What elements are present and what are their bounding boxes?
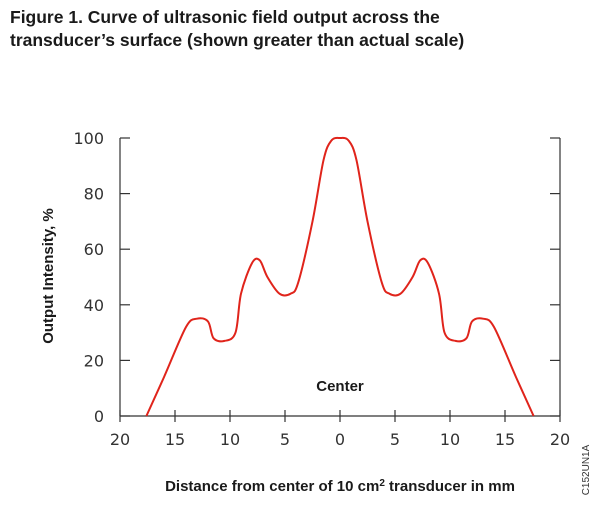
figure-title-line-2: transducer’s surface (shown greater than… [10, 30, 465, 50]
x-axis-title: Distance from center of 10 cm2 transduce… [165, 478, 515, 496]
figure-title-line-1: Figure 1. Curve of ultrasonic field outp… [10, 7, 440, 27]
y-tick-label: 40 [84, 296, 104, 315]
y-axis-title: Output Intensity, % [40, 208, 57, 344]
x-tick-label: 5 [390, 430, 400, 449]
y-tick-label: 0 [94, 407, 104, 426]
y-tick-label: 20 [84, 351, 104, 370]
x-tick-label: 5 [280, 430, 290, 449]
x-tick-label: 15 [165, 430, 185, 449]
y-tick-label: 60 [84, 240, 104, 259]
x-axis-title-suffix: transducer in mm [385, 478, 515, 495]
x-axis-title-superscript: 2 [379, 478, 385, 489]
figure-title: Figure 1. Curve of ultrasonic field outp… [10, 6, 570, 52]
y-tick-label: 100 [73, 129, 104, 148]
x-tick-label: 10 [220, 430, 240, 449]
x-axis-title-prefix: Distance from center of 10 cm [165, 478, 379, 495]
y-tick-label: 80 [84, 185, 104, 204]
x-tick-label: 15 [495, 430, 515, 449]
intensity-curve [145, 136, 535, 417]
x-tick-label: 10 [440, 430, 460, 449]
x-tick-label: 20 [550, 430, 570, 449]
x-tick-label: 20 [110, 430, 130, 449]
center-annotation: Center [316, 378, 364, 395]
x-tick-label: 0 [335, 430, 345, 449]
figure-code: C152UN1A [581, 444, 592, 495]
